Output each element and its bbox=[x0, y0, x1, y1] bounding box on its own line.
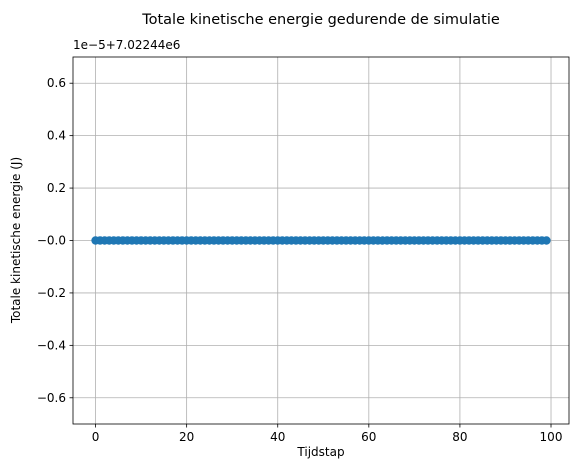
x-axis-label: Tijdstap bbox=[296, 445, 344, 459]
x-tick-label: 0 bbox=[92, 430, 100, 444]
x-tick-label: 80 bbox=[452, 430, 467, 444]
data-point bbox=[542, 236, 551, 245]
y-tick-label: −0.4 bbox=[37, 338, 66, 352]
x-tick-label: 60 bbox=[361, 430, 376, 444]
y-axis-label: Totale kinetische energie (J) bbox=[9, 157, 23, 324]
y-tick-label: −0.0 bbox=[37, 234, 66, 248]
series-layer bbox=[91, 236, 551, 245]
x-tick-label: 40 bbox=[270, 430, 285, 444]
y-tick-label: 0.4 bbox=[47, 129, 66, 143]
ticks: 0 20 40 60 80 100 −0.6 −0.4 −0.2 −0.0 0.2 0.4 0.6 bbox=[37, 76, 563, 444]
grid bbox=[73, 57, 569, 424]
chart-title: Totale kinetische energie gedurende de s… bbox=[141, 12, 500, 28]
y-tick-label: −0.2 bbox=[37, 286, 66, 300]
x-tick-label: 100 bbox=[540, 430, 563, 444]
x-tick-label: 20 bbox=[179, 430, 194, 444]
y-offset-text: 1e−5+7.02244e6 bbox=[73, 38, 180, 52]
y-tick-label: 0.6 bbox=[47, 76, 66, 90]
y-tick-label: 0.2 bbox=[47, 181, 66, 195]
y-tick-label: −0.6 bbox=[37, 391, 66, 405]
